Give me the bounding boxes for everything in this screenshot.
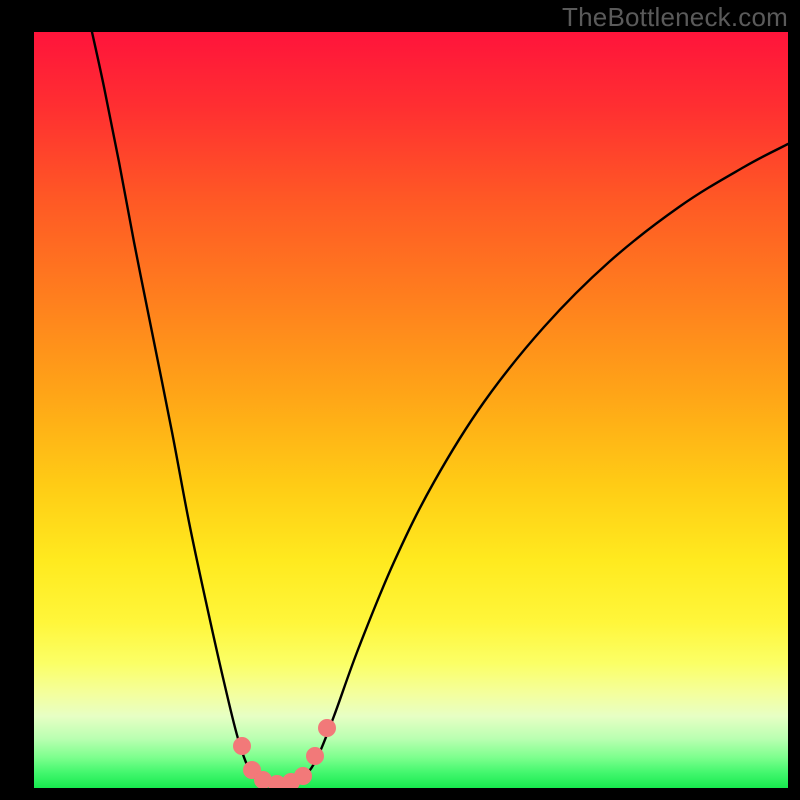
data-markers	[234, 720, 336, 789]
data-marker	[319, 720, 336, 737]
plot-area	[34, 32, 788, 788]
chart-root: TheBottleneck.com	[0, 0, 800, 800]
data-marker	[234, 738, 251, 755]
v-curve	[92, 32, 788, 785]
data-marker	[307, 748, 324, 765]
watermark-text: TheBottleneck.com	[562, 2, 788, 33]
curve-layer	[34, 32, 788, 788]
data-marker	[295, 768, 312, 785]
